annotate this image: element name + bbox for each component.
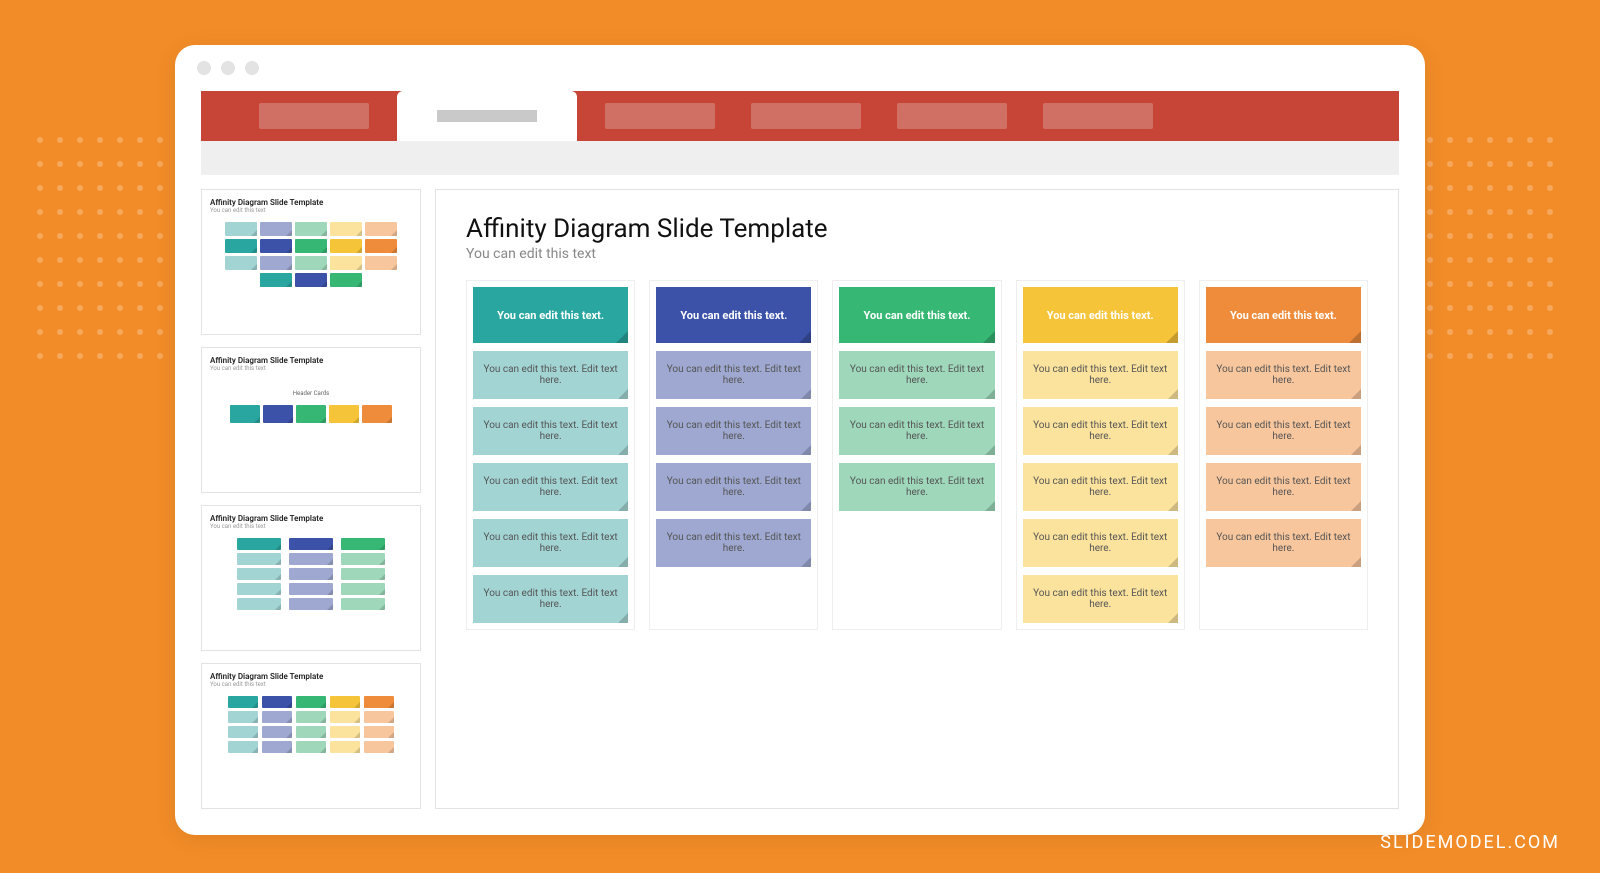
affinity-card[interactable]: You can edit this text. Edit text here.	[473, 407, 628, 455]
ribbon-tab[interactable]	[259, 103, 369, 129]
column-header-card[interactable]: You can edit this text.	[473, 287, 628, 343]
decorative-dots-left	[30, 130, 180, 350]
affinity-card[interactable]: You can edit this text. Edit text here.	[839, 407, 994, 455]
affinity-column[interactable]: You can edit this text. You can edit this…	[466, 280, 635, 630]
main-slide-canvas[interactable]: Affinity Diagram Slide Template You can …	[435, 189, 1399, 809]
ribbon-tab[interactable]	[1043, 103, 1153, 129]
affinity-card[interactable]: You can edit this text. Edit text here.	[656, 407, 811, 455]
affinity-columns: You can edit this text. You can edit this…	[466, 280, 1368, 630]
affinity-column[interactable]: You can edit this text. You can edit this…	[649, 280, 818, 630]
slide-subtitle[interactable]: You can edit this text	[466, 246, 1368, 262]
ribbon-tabs	[201, 91, 1399, 141]
slide-thumbnail[interactable]: Affinity Diagram Slide TemplateYou can e…	[201, 663, 421, 809]
workspace: Affinity Diagram Slide Template You can e…	[175, 175, 1425, 835]
ribbon-tab-active[interactable]	[397, 91, 577, 141]
traffic-light-dot[interactable]	[245, 61, 259, 75]
ribbon-area	[175, 91, 1425, 175]
traffic-light-dot[interactable]	[197, 61, 211, 75]
affinity-card[interactable]: You can edit this text. Edit text here.	[1023, 463, 1178, 511]
column-header-card[interactable]: You can edit this text.	[1023, 287, 1178, 343]
affinity-card[interactable]: You can edit this text. Edit text here.	[656, 351, 811, 399]
affinity-column[interactable]: You can edit this text. You can edit this…	[832, 280, 1001, 630]
watermark-text: SLIDEMODEL.COM	[1380, 832, 1560, 853]
column-header-card[interactable]: You can edit this text.	[839, 287, 994, 343]
affinity-card[interactable]: You can edit this text. Edit text here.	[1023, 519, 1178, 567]
slide-title[interactable]: Affinity Diagram Slide Template	[466, 214, 1368, 244]
affinity-card[interactable]: You can edit this text. Edit text here.	[656, 463, 811, 511]
tab-label-placeholder	[437, 110, 537, 122]
affinity-card[interactable]: You can edit this text. Edit text here.	[473, 575, 628, 623]
affinity-card[interactable]: You can edit this text. Edit text here.	[1023, 407, 1178, 455]
slide-thumbnail[interactable]: Affinity Diagram Slide TemplateYou can e…	[201, 189, 421, 335]
affinity-card[interactable]: You can edit this text. Edit text here.	[1206, 519, 1361, 567]
traffic-light-dot[interactable]	[221, 61, 235, 75]
affinity-card[interactable]: You can edit this text. Edit text here.	[473, 519, 628, 567]
window-titlebar	[175, 45, 1425, 91]
affinity-card[interactable]: You can edit this text. Edit text here.	[473, 351, 628, 399]
affinity-card[interactable]: You can edit this text. Edit text here.	[1023, 575, 1178, 623]
ribbon-tab[interactable]	[605, 103, 715, 129]
app-window: Affinity Diagram Slide Template You can e…	[175, 45, 1425, 835]
affinity-card[interactable]: You can edit this text. Edit text here.	[1206, 351, 1361, 399]
affinity-card[interactable]: You can edit this text. Edit text here.	[1206, 407, 1361, 455]
ribbon-body	[201, 141, 1399, 175]
column-header-card[interactable]: You can edit this text.	[656, 287, 811, 343]
slide-thumbnail[interactable]: Affinity Diagram Slide TemplateYou can e…	[201, 347, 421, 493]
affinity-card[interactable]: You can edit this text. Edit text here.	[473, 463, 628, 511]
affinity-card[interactable]: You can edit this text. Edit text here.	[1023, 351, 1178, 399]
affinity-card[interactable]: You can edit this text. Edit text here.	[656, 519, 811, 567]
affinity-card[interactable]: You can edit this text. Edit text here.	[839, 463, 994, 511]
ribbon-tab[interactable]	[751, 103, 861, 129]
affinity-card[interactable]: You can edit this text. Edit text here.	[1206, 463, 1361, 511]
affinity-column[interactable]: You can edit this text. You can edit this…	[1016, 280, 1185, 630]
column-header-card[interactable]: You can edit this text.	[1206, 287, 1361, 343]
affinity-column[interactable]: You can edit this text. You can edit this…	[1199, 280, 1368, 630]
slide-thumbnail[interactable]: Affinity Diagram Slide TemplateYou can e…	[201, 505, 421, 651]
slide-thumbnails-panel: Affinity Diagram Slide TemplateYou can e…	[201, 189, 421, 809]
affinity-card[interactable]: You can edit this text. Edit text here.	[839, 351, 994, 399]
ribbon-tab[interactable]	[897, 103, 1007, 129]
